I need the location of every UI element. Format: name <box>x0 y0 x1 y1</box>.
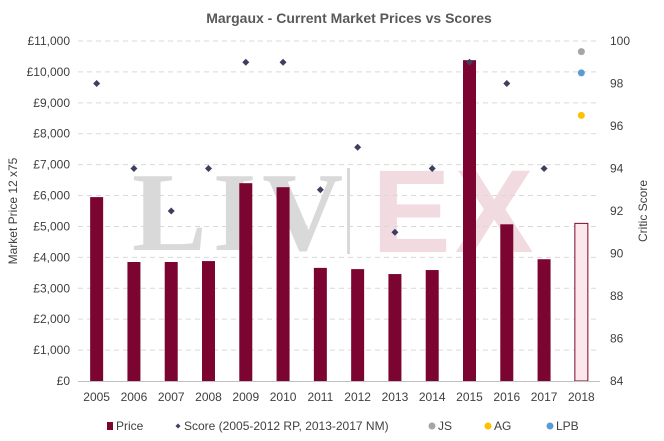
watermark-liv: LIV <box>132 151 349 275</box>
price-bar <box>239 183 253 381</box>
y2-tick-label: 84 <box>610 374 624 388</box>
x-tick-label: 2011 <box>307 390 333 404</box>
x-tick-label: 2009 <box>232 390 259 404</box>
score-point <box>205 165 212 172</box>
legend-price-swatch <box>107 422 113 430</box>
price-bar <box>463 60 476 381</box>
x-tick-label: 2013 <box>382 390 409 404</box>
watermark-divider <box>347 168 350 254</box>
y-tick-label: £10,000 <box>27 65 71 79</box>
y-tick-label: £6,000 <box>33 189 70 203</box>
x-tick-label: 2012 <box>344 390 371 404</box>
price-bar <box>500 224 514 381</box>
price-bar <box>127 262 141 381</box>
x-tick-label: 2014 <box>419 390 446 404</box>
y2-tick-label: 94 <box>610 162 624 176</box>
y-tick-label: £1,000 <box>33 343 70 357</box>
price-bar <box>90 197 104 381</box>
y-tick-label: £4,000 <box>33 250 70 264</box>
price-bar <box>202 261 215 381</box>
x-tick-label: 2016 <box>493 390 520 404</box>
price-bar <box>276 187 290 381</box>
x-tick-label: 2015 <box>456 390 483 404</box>
legend: Price Score (2005-2012 RP, 2013-2017 NM) J… <box>107 419 579 433</box>
score-points <box>93 48 585 236</box>
legend-js-swatch <box>428 422 436 430</box>
y2-tick-label: 90 <box>610 247 624 261</box>
score-point <box>503 80 511 87</box>
legend-score-swatch <box>175 423 181 429</box>
score-point <box>428 165 436 172</box>
score-point <box>540 165 548 172</box>
x-tick-label: 2005 <box>83 390 110 404</box>
right-axis-title: Critic Score <box>636 180 650 242</box>
x-axis-ticks: 2005 2006 2007 2008 2009 2010 2011 2012 2013 2014… <box>83 390 595 404</box>
x-tick-label: 2018 <box>568 390 595 404</box>
score-point <box>354 143 362 151</box>
right-axis-ticks: 84 86 88 90 92 94 96 98 100 <box>610 34 630 388</box>
score-point <box>167 207 175 215</box>
price-bar <box>574 222 589 382</box>
legend-price-label: Price <box>116 419 144 433</box>
score-point <box>391 228 399 236</box>
score-point <box>242 58 250 66</box>
price-bar <box>388 274 402 381</box>
y-tick-label: £5,000 <box>33 219 70 233</box>
y-tick-label: £0 <box>57 374 71 388</box>
price-bars <box>90 60 589 382</box>
x-tick-label: 2006 <box>121 390 148 404</box>
y-tick-label: £7,000 <box>33 158 70 172</box>
legend-ag-swatch <box>484 422 492 430</box>
y2-tick-label: 100 <box>610 34 630 48</box>
price-bar <box>313 267 327 381</box>
score-point <box>316 186 324 194</box>
y2-tick-label: 92 <box>610 204 624 218</box>
critic-ag-point <box>577 111 585 119</box>
legend-lpb-label: LPB <box>556 419 579 433</box>
score-point <box>93 80 101 87</box>
price-bar <box>425 270 439 381</box>
critic-lpb-point <box>577 69 585 77</box>
y-tick-label: £11,000 <box>28 34 71 48</box>
critic-js-point <box>577 48 585 56</box>
y2-tick-label: 86 <box>610 332 624 346</box>
legend-js-label: JS <box>438 419 452 433</box>
y-tick-label: £9,000 <box>33 96 70 110</box>
y-tick-label: £3,000 <box>33 281 70 295</box>
left-axis-ticks: £0 £1,000 £2,000 £3,000 £4,000 £5,000 £6,000 £7… <box>27 34 71 388</box>
x-tick-label: 2010 <box>270 390 297 404</box>
y-tick-label: £8,000 <box>33 127 70 141</box>
left-axis-title: Market Price 12 x75 <box>6 157 20 264</box>
watermark: LIV EX <box>132 146 533 278</box>
y-tick-label: £2,000 <box>33 312 70 326</box>
y2-tick-label: 96 <box>610 119 624 133</box>
score-point <box>130 165 138 172</box>
x-tick-label: 2008 <box>195 390 222 404</box>
y2-tick-label: 98 <box>610 77 624 91</box>
score-point <box>466 58 473 66</box>
chart-title: Margaux - Current Market Prices vs Score… <box>206 10 492 26</box>
x-tick-label: 2007 <box>158 390 185 404</box>
price-bar <box>351 269 365 381</box>
legend-lpb-swatch <box>546 422 554 430</box>
price-bar <box>537 259 551 381</box>
price-bar <box>164 262 178 381</box>
y2-tick-label: 88 <box>610 289 624 303</box>
legend-ag-label: AG <box>494 419 511 433</box>
legend-score-label: Score (2005-2012 RP, 2013-2017 NM) <box>184 419 389 433</box>
x-tick-label: 2017 <box>531 390 558 404</box>
score-point <box>279 58 287 66</box>
